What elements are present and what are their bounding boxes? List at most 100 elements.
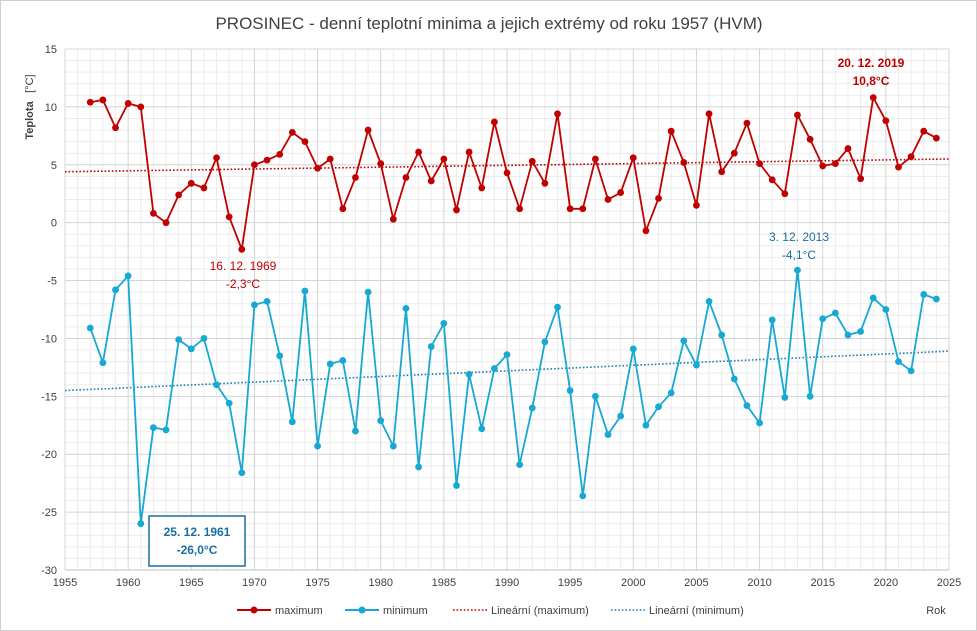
x-tick-label: 1995 <box>558 577 582 589</box>
point-minimum <box>238 469 246 477</box>
point-maximum <box>882 117 890 125</box>
point-maximum <box>907 153 915 161</box>
annotation-max-low-value: -2,3°C <box>226 277 260 291</box>
point-minimum <box>402 304 410 312</box>
point-minimum <box>718 331 726 339</box>
legend-label-minimum: minimum <box>383 605 428 617</box>
point-maximum <box>86 98 94 106</box>
point-maximum <box>225 213 233 221</box>
point-minimum <box>920 291 928 298</box>
point-minimum <box>579 492 587 500</box>
point-minimum <box>705 297 713 305</box>
point-maximum <box>705 110 713 118</box>
x-tick-label: 2015 <box>810 577 834 589</box>
point-minimum <box>389 442 397 450</box>
legend: maximum minimum Lineární (maximum) Lineá… <box>237 605 744 617</box>
point-maximum <box>781 190 789 198</box>
y-axis-label-text: Teplota <box>24 100 36 139</box>
point-minimum <box>427 343 435 350</box>
point-maximum <box>680 159 688 166</box>
annotation-max-record-date: 20. 12. 2019 <box>838 56 905 70</box>
point-minimum <box>314 442 321 450</box>
legend-marker-minimum <box>358 606 366 614</box>
point-minimum <box>352 427 359 435</box>
legend-label-maximum: maximum <box>275 605 323 617</box>
point-minimum <box>124 272 132 280</box>
point-minimum <box>806 392 814 400</box>
annotation-min-high-date: 3. 12. 2013 <box>769 230 829 244</box>
point-minimum <box>440 319 448 327</box>
point-maximum <box>150 210 157 217</box>
x-tick-label: 1980 <box>368 577 392 589</box>
point-maximum <box>314 164 321 172</box>
point-minimum <box>301 287 309 295</box>
series-points <box>86 94 940 528</box>
point-minimum <box>528 404 536 412</box>
x-tick-label: 1960 <box>116 577 140 589</box>
y-tick-label: -30 <box>41 565 57 577</box>
annotation-max-low-date: 16. 12. 1969 <box>210 259 277 273</box>
x-tick-label: 1975 <box>305 577 329 589</box>
point-maximum <box>301 138 309 146</box>
point-maximum <box>490 118 498 126</box>
point-minimum <box>831 309 839 317</box>
legend-label-trend-minimum: Lineární (minimum) <box>649 605 744 617</box>
point-minimum <box>339 357 347 364</box>
x-axis-label: Rok <box>926 605 946 617</box>
y-axis-label: Teplota [°C] <box>20 74 37 139</box>
point-minimum <box>794 266 801 274</box>
x-tick-label: 2000 <box>621 577 645 589</box>
y-tick-label: -25 <box>41 507 57 519</box>
point-minimum <box>175 336 183 344</box>
point-minimum <box>554 303 561 311</box>
point-maximum <box>857 175 864 183</box>
point-maximum <box>124 100 132 107</box>
point-minimum <box>566 387 574 394</box>
point-maximum <box>579 205 587 213</box>
legend-item-maximum: maximum <box>237 605 323 617</box>
point-maximum <box>503 169 511 177</box>
point-minimum <box>276 352 284 360</box>
point-minimum <box>364 288 372 296</box>
point-minimum <box>642 421 650 429</box>
legend-label-trend-maximum: Lineární (maximum) <box>491 605 589 617</box>
point-maximum <box>137 103 145 111</box>
point-maximum <box>768 176 776 184</box>
point-maximum <box>415 148 422 156</box>
x-tick-label: 1955 <box>53 577 77 589</box>
point-minimum <box>680 337 688 345</box>
point-maximum <box>718 168 726 176</box>
annotation-max-record-value: 10,8°C <box>853 74 890 88</box>
point-maximum <box>806 135 814 143</box>
point-maximum <box>528 157 536 165</box>
annotation-min-record-value: -26,0°C <box>177 543 218 557</box>
point-maximum <box>263 156 271 164</box>
point-minimum <box>187 345 195 353</box>
point-maximum <box>693 201 700 209</box>
x-tick-label: 1965 <box>179 577 203 589</box>
point-maximum <box>339 205 347 213</box>
x-tick-label: 2010 <box>747 577 771 589</box>
point-minimum <box>655 403 662 411</box>
point-minimum <box>263 297 271 305</box>
point-maximum <box>427 177 435 185</box>
x-tick-label: 2005 <box>684 577 708 589</box>
point-minimum <box>932 295 940 303</box>
point-minimum <box>490 365 498 372</box>
y-tick-label: 10 <box>45 102 57 114</box>
point-minimum <box>592 392 599 400</box>
point-minimum <box>503 351 511 359</box>
point-minimum <box>907 367 915 375</box>
x-tick-label: 2020 <box>874 577 898 589</box>
x-tick-label: 1990 <box>495 577 519 589</box>
point-maximum <box>187 179 195 187</box>
point-maximum <box>478 184 486 192</box>
point-maximum <box>554 110 561 118</box>
annotation-min-record-date: 25. 12. 1961 <box>164 525 231 539</box>
point-maximum <box>932 134 940 142</box>
annotation-min-high-value: -4,1°C <box>782 248 816 262</box>
y-tick-label: -10 <box>41 333 57 345</box>
point-maximum <box>99 96 107 104</box>
